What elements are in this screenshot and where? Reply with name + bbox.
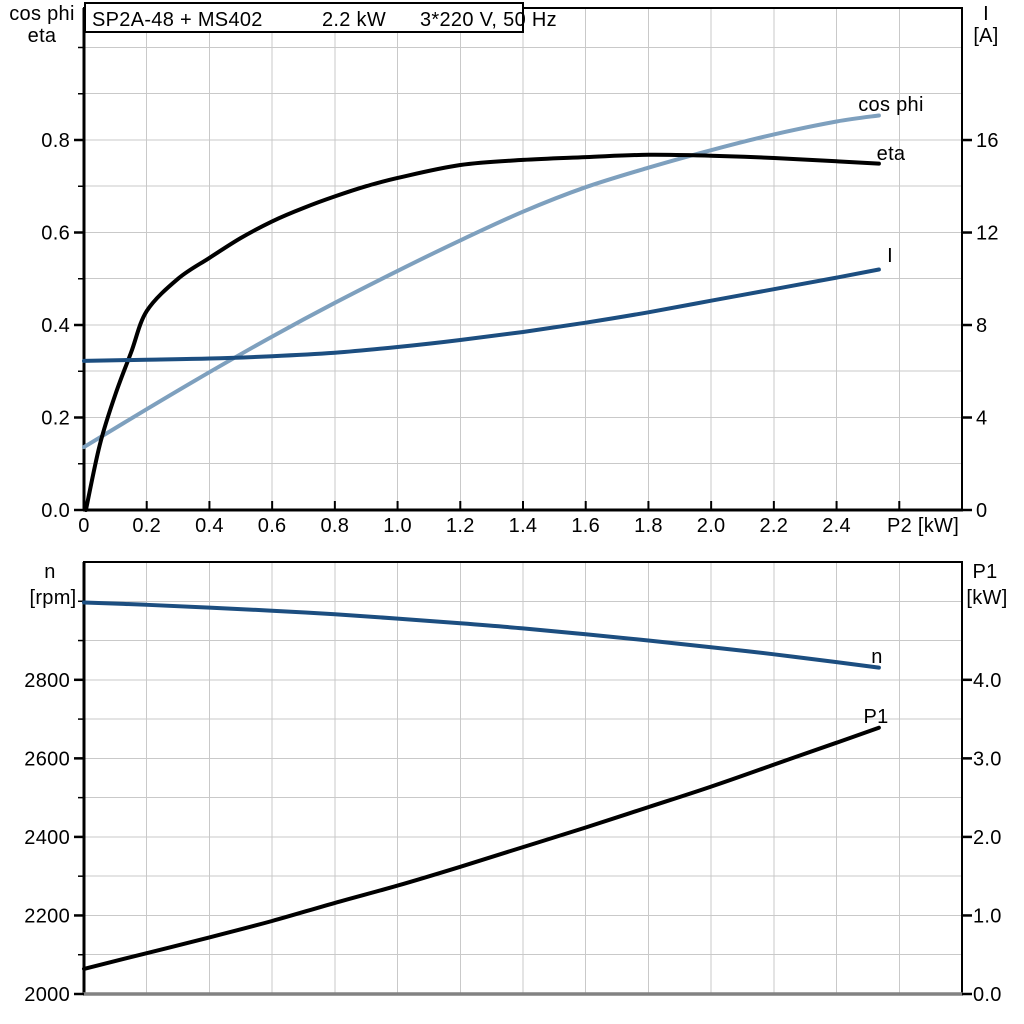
x-tick-label: 1.4 — [509, 515, 538, 537]
left-axis-header: [rpm] — [29, 587, 76, 609]
x-tick-label: 1.2 — [446, 515, 475, 537]
i-curve-label: I — [887, 245, 893, 267]
right-axis-header: [A] — [973, 25, 998, 47]
right-tick-label: 12 — [976, 223, 999, 245]
p1-curve — [82, 725, 881, 971]
right-tick-label: 4 — [976, 408, 987, 430]
left-axis-header: eta — [28, 25, 57, 47]
right-tick-label: 4.0 — [973, 670, 1002, 692]
title-box-frame — [84, 2, 524, 33]
right-tick-label: 16 — [976, 130, 999, 152]
gridlines — [84, 562, 962, 994]
title-box: SP2A-48 + MS402 2.2 kW 3*220 V, 50 Hz — [84, 2, 557, 33]
gridlines — [84, 8, 962, 510]
right-tick-label: 2.0 — [973, 827, 1002, 849]
left-tick-label: 2000 — [24, 984, 70, 1006]
x-tick-label: 0.6 — [258, 515, 287, 537]
left-tick-label: 0.6 — [41, 222, 70, 244]
left-tick-label: 0.8 — [41, 130, 70, 152]
left-tick-label: 2400 — [24, 827, 70, 849]
left-axis-header: cos phi — [9, 3, 74, 25]
pump-model-title: SP2A-48 + MS402 — [92, 9, 263, 31]
n-curve — [82, 600, 881, 670]
x-tick-label: 0 — [78, 515, 89, 537]
right-tick-label: 3.0 — [973, 748, 1002, 770]
i-curve — [82, 267, 881, 363]
cos-phi-curve-label: cos phi — [858, 94, 923, 116]
speed-input-power-chart: 2000 2200 2400 2600 2800 0.0 1.0 2.0 3.0 4.0 n [rpm… — [24, 561, 1007, 1006]
electrical-characteristics-chart: 0 0.2 0.4 0.6 0.8 1.0 1.2 1.4 1.6 1.8 2.0 2.2 2.4 P2 … — [9, 3, 999, 537]
voltage-frequency-title: 3*220 V, 50 Hz — [420, 9, 557, 31]
x-tick-label: 1.8 — [634, 515, 663, 537]
x-tick-label: 1.0 — [383, 515, 412, 537]
right-tick-label: 1.0 — [973, 905, 1002, 927]
right-axis-header: [kW] — [966, 587, 1007, 609]
x-tick-label: 2.2 — [760, 515, 789, 537]
left-tick-label: 0.4 — [41, 315, 70, 337]
power-rating-title: 2.2 kW — [322, 9, 386, 31]
x-tick-label: 1.6 — [571, 515, 600, 537]
right-axis-header: I — [983, 3, 989, 25]
right-tick-label: 8 — [976, 315, 987, 337]
left-tick-label: 0.0 — [41, 500, 70, 522]
p1-curve-label: P1 — [863, 706, 888, 728]
x-tick-label: 0.8 — [321, 515, 350, 537]
left-tick-label: 2200 — [24, 905, 70, 927]
cos-phi-curve — [82, 113, 881, 450]
x-tick-label: 2.4 — [822, 515, 851, 537]
left-tick-label: 2800 — [24, 670, 70, 692]
right-tick-label: 0.0 — [973, 984, 1002, 1006]
right-axis-header: P1 — [972, 561, 997, 583]
x-tick-label: 0.2 — [132, 515, 161, 537]
left-tick-label: 0.2 — [41, 407, 70, 429]
eta-curve-label: eta — [877, 143, 906, 165]
left-axis-header: n — [44, 561, 55, 583]
right-tick-label: 0 — [976, 500, 987, 522]
x-axis-title: P2 [kW] — [887, 515, 959, 537]
n-curve-label: n — [871, 646, 882, 668]
eta-curve — [83, 152, 881, 512]
left-tick-label: 2600 — [24, 748, 70, 770]
x-tick-label: 0.4 — [195, 515, 224, 537]
x-tick-label: 2.0 — [697, 515, 726, 537]
